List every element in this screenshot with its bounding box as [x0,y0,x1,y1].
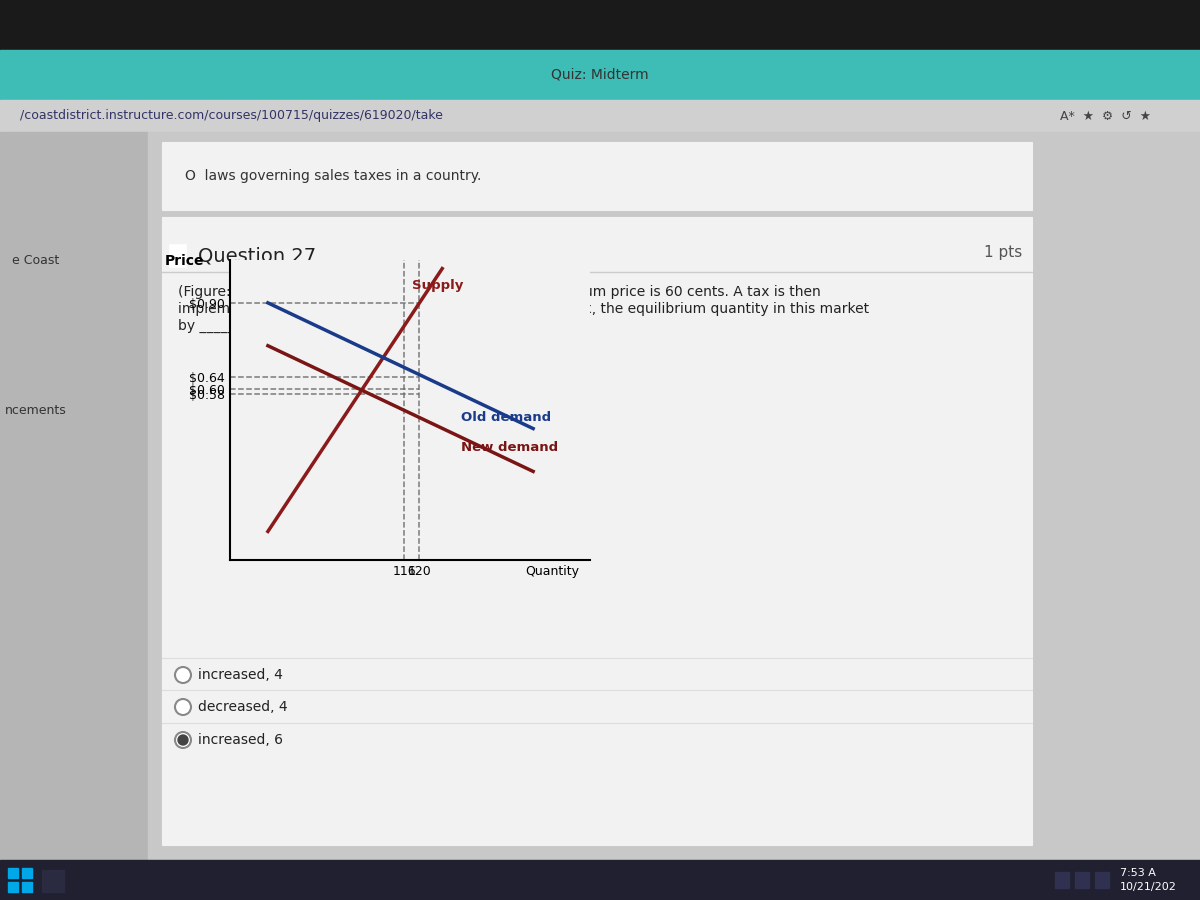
Bar [148,132,1200,860]
Text: (Figure: Market) In the market shown, the original equilibrium price is 60 cents: (Figure: Market) In the market shown, th… [178,285,821,299]
Bar [0,132,148,860]
Text: increased, 4: increased, 4 [198,668,283,682]
Text: Price: Price [166,254,205,268]
Bar [22,868,32,878]
Text: increased, 6: increased, 6 [198,733,283,747]
Bar [1075,872,1090,888]
Text: Supply: Supply [412,279,463,292]
Text: ncements: ncements [5,403,67,417]
Text: 7:53 A: 7:53 A [1120,868,1156,878]
Text: Question 27: Question 27 [198,247,316,266]
Bar [0,0,1200,50]
Bar [42,870,64,892]
Text: e Coast: e Coast [12,254,59,266]
Bar [162,142,1032,210]
Bar [22,882,32,892]
Bar [8,868,18,878]
Text: 10/21/202: 10/21/202 [1120,882,1177,892]
Text: 1 pts: 1 pts [984,245,1022,259]
Circle shape [178,735,188,745]
Text: O  laws governing sales taxes in a country.: O laws governing sales taxes in a countr… [185,169,481,183]
Text: Old demand: Old demand [461,411,551,425]
Circle shape [175,699,191,715]
Text: by ______  units.: by ______ units. [178,319,289,333]
Circle shape [175,667,191,683]
Text: implemented on the buyer. After the introduction of the tax, the equilibrium qua: implemented on the buyer. After the intr… [178,302,869,316]
Text: New demand: New demand [461,441,558,454]
Bar [1055,872,1069,888]
Text: A*  ★  ⚙  ↺  ★: A* ★ ⚙ ↺ ★ [1060,110,1151,122]
Bar [162,217,1032,845]
Bar [0,100,1200,132]
Text: decreased, 4: decreased, 4 [198,700,288,714]
Text: /coastdistrict.instructure.com/courses/100715/quizzes/619020/take: /coastdistrict.instructure.com/courses/1… [20,110,443,122]
Bar [0,860,1200,900]
Bar [170,245,186,267]
Bar [1096,872,1109,888]
Text: Quiz: Midterm: Quiz: Midterm [551,68,649,82]
Bar [8,882,18,892]
Bar [0,50,1200,60]
Bar [0,50,1200,100]
Circle shape [175,732,191,748]
